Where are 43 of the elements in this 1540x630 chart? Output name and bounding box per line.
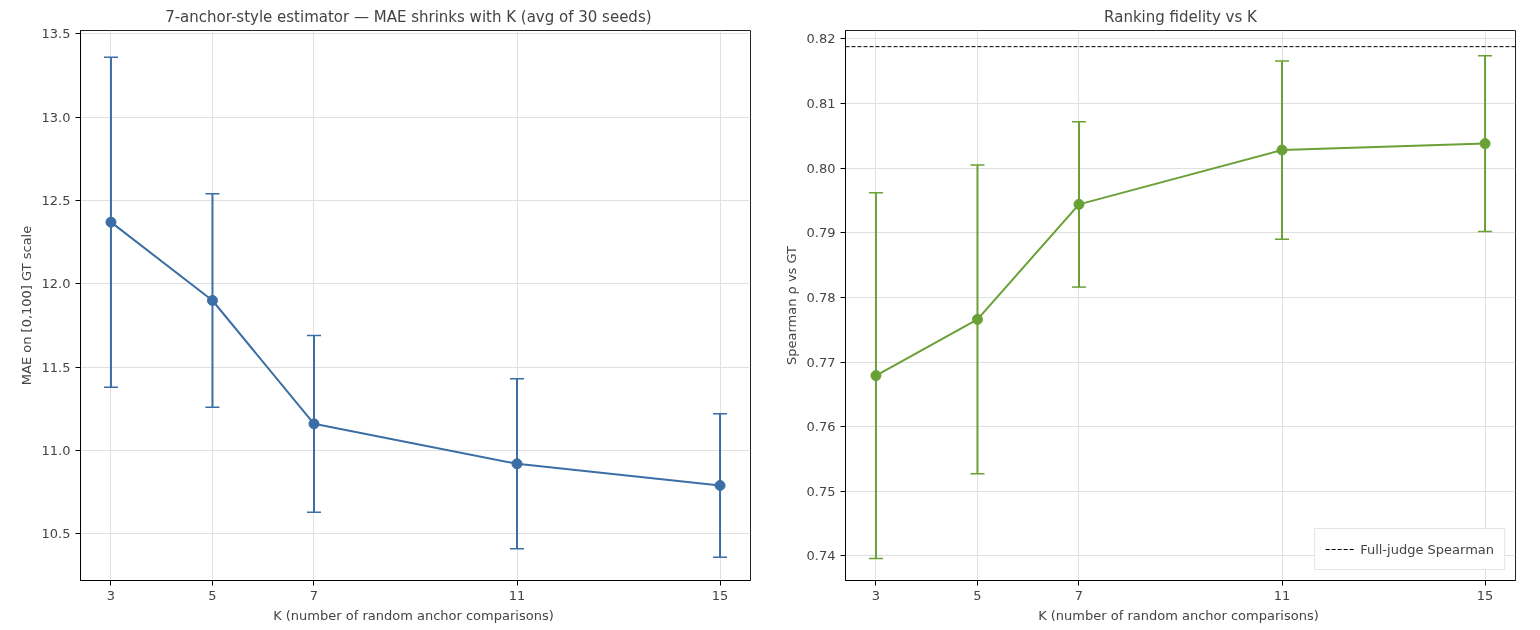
- chart-title: Ranking fidelity vs K: [1104, 7, 1259, 26]
- point: [971, 313, 983, 325]
- x-axis-title: K (number of random anchor comparisons): [273, 607, 554, 623]
- point: [1276, 144, 1288, 156]
- y-axis-title: Spearman ρ vs GT: [783, 245, 799, 366]
- legend-label: Full-judge Spearman: [1360, 541, 1494, 557]
- y-tick-label: 0.79: [806, 225, 836, 241]
- point: [1479, 138, 1491, 150]
- point: [105, 216, 117, 228]
- y-tick-label: 13.0: [41, 109, 71, 125]
- y-axis-title: MAE on [0,100] GT scale: [18, 225, 34, 386]
- y-tick-label: 0.74: [806, 548, 836, 564]
- x-tick-label: 15: [1476, 587, 1494, 603]
- x-tick-label: 5: [208, 587, 217, 603]
- x-tick-label: 3: [106, 587, 116, 603]
- x-tick-label: 5: [973, 587, 982, 603]
- y-tick-label: 11.5: [41, 359, 71, 375]
- x-tick-label: 11: [508, 587, 526, 603]
- x-tick-label: 11: [1273, 587, 1291, 603]
- x-axis-title: K (number of random anchor comparisons): [1038, 607, 1319, 623]
- y-tick-label: 12.0: [41, 276, 71, 292]
- x-tick-label: 3: [871, 587, 881, 603]
- point: [714, 480, 726, 491]
- x-tick-label: 7: [1074, 587, 1084, 603]
- y-tick-label: 11.0: [41, 443, 71, 458]
- point: [511, 458, 523, 470]
- y-tick-label: 0.82: [806, 31, 836, 47]
- x-tick-label: 7: [309, 587, 319, 603]
- y-tick-label: 13.5: [41, 26, 71, 42]
- point: [206, 295, 218, 306]
- point: [1073, 198, 1085, 210]
- y-tick-label: 10.5: [41, 526, 71, 542]
- y-tick-label: 0.81: [806, 96, 836, 112]
- y-tick-label: 0.76: [806, 419, 836, 435]
- point: [308, 418, 320, 430]
- point: [870, 370, 882, 382]
- y-tick-label: 0.78: [806, 289, 836, 305]
- y-tick-label: 0.80: [806, 160, 836, 176]
- y-tick-label: 12.5: [41, 193, 71, 208]
- y-tick-label: 0.77: [806, 354, 836, 370]
- chart-title: 7-anchor-style estimator — MAE shrinks with K (avg of 30 seeds): [165, 7, 652, 26]
- x-tick-label: 15: [711, 587, 729, 603]
- y-tick-label: 0.75: [806, 483, 836, 499]
